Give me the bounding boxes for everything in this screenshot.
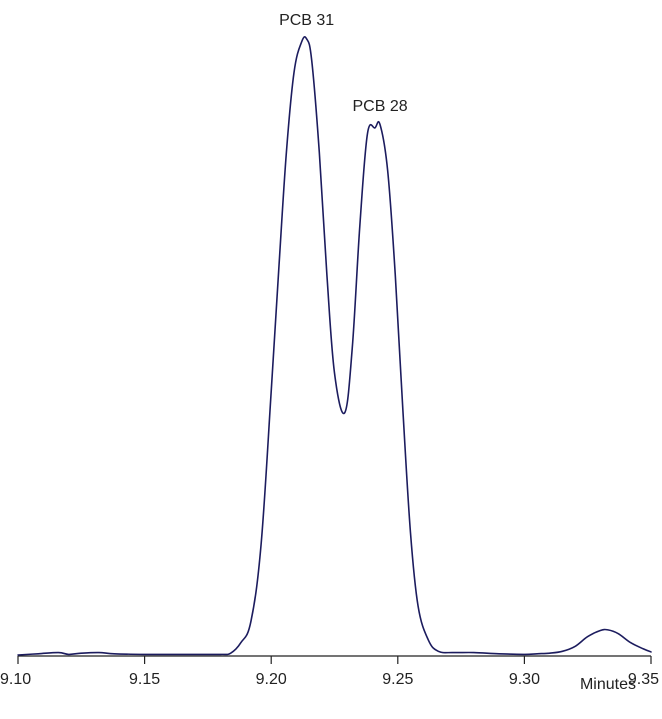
- x-tick-label: 9.25: [382, 671, 413, 688]
- x-axis-ticks: [17, 656, 652, 664]
- x-axis-label: Minutes: [580, 676, 636, 693]
- peak-label: PCB 31: [279, 12, 334, 29]
- x-tick-label: 9.10: [0, 671, 31, 688]
- peak-labels: PCB 31 PCB 28: [279, 12, 408, 115]
- peak-label: PCB 28: [353, 98, 408, 115]
- x-tick-label: 9.15: [129, 671, 160, 688]
- chromatogram-trace: [17, 36, 652, 656]
- x-tick-label: 9.30: [509, 671, 540, 688]
- x-axis-tick-labels: 9.10 9.15 9.20 9.25 9.30 9.35: [0, 671, 659, 688]
- x-tick-label: 9.20: [256, 671, 287, 688]
- x-tick-label: 9.35: [628, 671, 659, 688]
